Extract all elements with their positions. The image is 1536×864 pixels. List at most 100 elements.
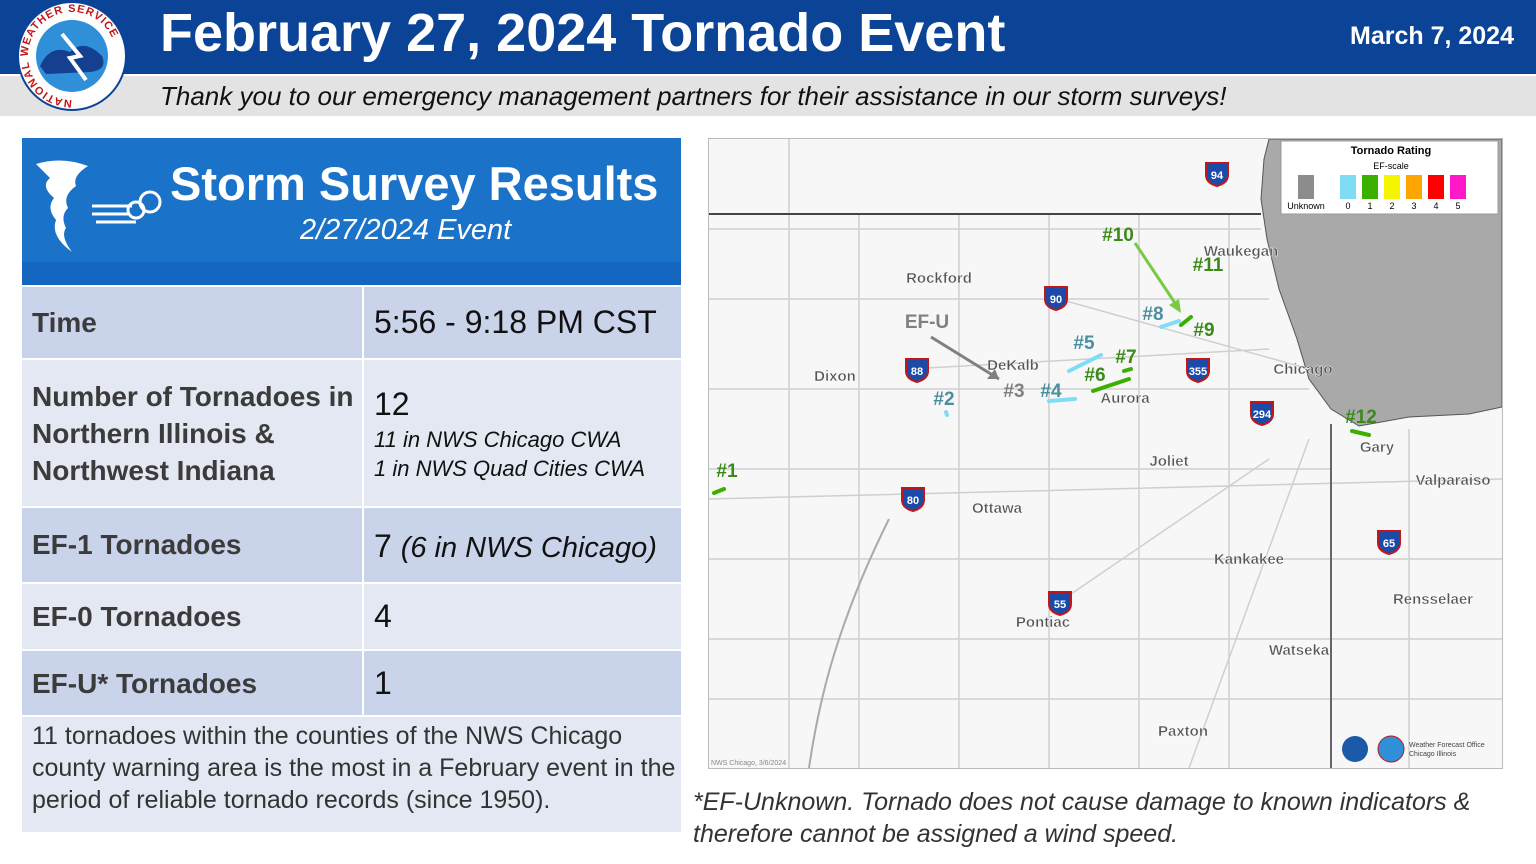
divider — [362, 360, 364, 506]
title: February 27, 2024 Tornado Event — [160, 3, 1006, 63]
highway-shield — [901, 487, 925, 513]
legend-swatch — [1450, 175, 1466, 199]
city-label: DeKalb — [987, 357, 1039, 374]
legend-label: Unknown — [1287, 201, 1325, 211]
office-logo-text: Chicago Illinois — [1409, 751, 1457, 758]
highway-label: 94 — [1211, 170, 1224, 182]
row-value: 4 — [374, 598, 392, 634]
legend-swatch — [1406, 175, 1422, 199]
date: March 7, 2024 — [1350, 22, 1514, 50]
row-value: 7 — [374, 528, 392, 564]
city-label: Rockford — [906, 270, 972, 287]
highway-label: 355 — [1189, 366, 1207, 378]
table-row: Time 5:56 - 9:18 PM CST — [22, 287, 681, 358]
tornado-label: #7 — [1115, 347, 1136, 368]
panel-title: Storm Survey Results — [170, 157, 659, 210]
row-label: EF-1 Tornadoes — [32, 529, 242, 560]
tornado-label: #4 — [1040, 381, 1062, 402]
table-row: Number of Tornadoes in Northern Illinois… — [22, 360, 681, 506]
highway-shield — [1250, 401, 1274, 427]
divider — [362, 584, 364, 649]
row-note: (6 in NWS Chicago) — [400, 532, 657, 564]
office-logo-text: Weather Forecast Office — [1409, 742, 1485, 749]
legend-swatch — [1362, 175, 1378, 199]
legend-label: 4 — [1433, 201, 1438, 211]
highway-label: 55 — [1054, 599, 1066, 611]
panel-subtitle: 2/27/2024 Event — [300, 214, 512, 246]
legend-swatch — [1340, 175, 1356, 199]
legend-label: 3 — [1411, 201, 1416, 211]
row-value: 12 — [374, 386, 410, 422]
panel-strip — [22, 262, 681, 285]
row-value: 5:56 - 9:18 PM CST — [374, 304, 657, 340]
tornado-label: EF-U — [905, 312, 949, 333]
row-label: Time — [32, 307, 97, 338]
city-label: Waukegan — [1204, 243, 1278, 260]
city-label: Rensselaer — [1393, 591, 1473, 608]
highway-shield — [1205, 162, 1229, 188]
panel-header — [22, 138, 681, 285]
legend: Tornado Rating EF-scale Unknown 0 1 2 3 4 5 — [1280, 140, 1499, 215]
highway-label: 80 — [907, 495, 919, 507]
row-note: 1 in NWS Quad Cities CWA — [374, 456, 646, 481]
tornado-label: #1 — [716, 461, 738, 482]
row-note: 11 in NWS Chicago CWA — [374, 427, 622, 452]
table-row: EF-1 Tornadoes 7 (6 in NWS Chicago) — [22, 508, 681, 582]
row-value: 1 — [374, 665, 392, 701]
highway-shield — [1377, 530, 1401, 556]
tornado-label: #2 — [933, 389, 954, 410]
city-label: Paxton — [1158, 723, 1208, 740]
highway-label: 65 — [1383, 538, 1395, 550]
city-label: Gary — [1360, 439, 1395, 456]
highway-shield — [1186, 358, 1210, 384]
note-box — [22, 717, 681, 832]
divider — [362, 508, 364, 582]
highway-shield — [1044, 286, 1068, 312]
tornado-label: #12 — [1345, 407, 1377, 428]
legend-label: 0 — [1345, 201, 1350, 211]
footnote: *EF-Unknown. Tornado does not cause dama… — [693, 788, 1471, 848]
city-label: Chicago — [1273, 361, 1332, 378]
city-label: Aurora — [1100, 390, 1150, 407]
city-label: Joliet — [1149, 453, 1188, 470]
highway-shield — [905, 358, 929, 384]
tornado-label: #6 — [1084, 365, 1105, 386]
table-note: 11 tornadoes within the counties of the … — [32, 722, 676, 814]
row-label: EF-U* Tornadoes — [32, 668, 258, 699]
legend-subtitle: EF-scale — [1373, 161, 1409, 171]
subtitle-bar — [0, 76, 1536, 116]
city-label: Ottawa — [972, 500, 1023, 517]
tornado-label: #9 — [1193, 320, 1214, 341]
subtitle: Thank you to our emergency management pa… — [160, 81, 1227, 111]
highway-label: 90 — [1050, 294, 1062, 306]
highway-shield — [1048, 591, 1072, 617]
legend-label: 2 — [1389, 201, 1394, 211]
map-credit: NWS Chicago, 3/6/2024 — [711, 760, 786, 767]
noaa-logo — [1342, 736, 1368, 762]
tornado-label: #5 — [1073, 333, 1095, 354]
tornado-label: #8 — [1142, 304, 1163, 325]
legend-label: 1 — [1367, 201, 1372, 211]
row-label: Number of Tornadoes in Northern Illinois… — [32, 381, 354, 486]
nws-logo: NATIONAL WEATHER SERVICE — [17, 1, 127, 111]
city-label: Pontiac — [1016, 614, 1070, 631]
legend-title: Tornado Rating — [1351, 145, 1431, 157]
header-bar — [0, 0, 1536, 74]
highway-label: 294 — [1253, 409, 1272, 421]
city-label: Kankakee — [1214, 551, 1284, 568]
tornado-label: #11 — [1193, 255, 1224, 276]
city-label: Watseka — [1269, 642, 1330, 659]
highway-label: 88 — [911, 366, 923, 378]
legend-label: 5 — [1455, 201, 1460, 211]
legend-swatch — [1384, 175, 1400, 199]
legend-swatch — [1428, 175, 1444, 199]
nws-small-logo — [1377, 735, 1405, 763]
table-row: EF-0 Tornadoes 4 — [22, 584, 681, 649]
divider — [362, 651, 364, 715]
city-label: Dixon — [814, 368, 856, 385]
map: Tornado Rating EF-scale Unknown 0 1 2 3 4 5 Rock… — [708, 138, 1503, 769]
divider — [362, 287, 364, 358]
tornado-label: #10 — [1102, 225, 1134, 246]
table-row: EF-U* Tornadoes 1 — [22, 651, 681, 715]
